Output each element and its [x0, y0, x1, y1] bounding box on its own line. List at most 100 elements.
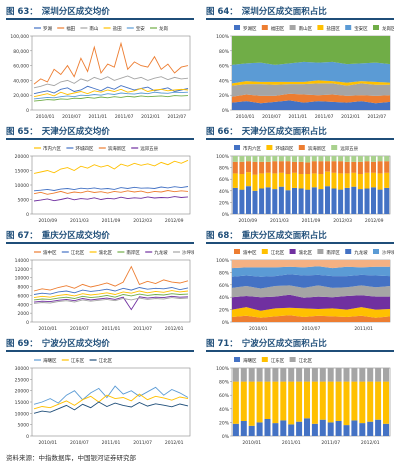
bar-segment	[384, 172, 390, 188]
bar-segment	[335, 368, 342, 382]
legend-label: 福田区	[271, 25, 285, 32]
bar-segment	[375, 381, 382, 420]
bar-segment	[384, 156, 390, 162]
figure-title-68: 图 68： 重庆分区成交面积占比	[206, 231, 327, 241]
x-tick-label: 2010/07	[302, 326, 321, 332]
bar-segment	[252, 161, 258, 175]
x-tick-label: 2012/01	[341, 114, 360, 120]
y-tick-label: 6000	[18, 293, 30, 299]
series-area	[232, 260, 390, 269]
legend-label: 环城四区	[75, 145, 93, 152]
bar-segment	[272, 161, 278, 174]
bar-segment	[311, 173, 317, 188]
legend-label: 南山区	[299, 25, 313, 32]
legend-swatch	[234, 249, 240, 254]
y-tick-label: 0	[26, 108, 29, 114]
bar-segment	[318, 156, 324, 162]
bar-segment	[357, 156, 363, 162]
legend-item: 海曙区	[34, 357, 57, 364]
y-tick-label: 5000	[18, 423, 30, 429]
bar-segment	[327, 422, 334, 436]
x-tick-label: 2012/07	[167, 114, 186, 120]
x-tick-label: 2011/01	[88, 114, 107, 120]
bar-segment	[384, 187, 390, 214]
bar-segment	[264, 381, 271, 419]
bar-segment	[377, 189, 383, 214]
x-tick-label: 2011/09	[302, 218, 321, 224]
chart-svg: 30000 25000 20000 15000 10000 5000 0 2010/01 201…	[15, 357, 191, 446]
y-tick-label: 40%	[219, 407, 230, 413]
chart-svg: 100% 80% 60% 40% 20% 0% 2010/01 2011/01 2011/07 2…	[216, 357, 391, 446]
legend-item: 九龙坡	[345, 249, 368, 256]
chart-svg: 100,000 80,000 60,000 40,000 20,000 0 2010/01 2…	[10, 25, 191, 120]
bar-segment	[240, 381, 247, 421]
y-tick-label: 20%	[219, 308, 230, 314]
x-tick-label: 2010/07	[70, 326, 89, 332]
legend-label: 滨海新区	[308, 145, 326, 152]
y-tick-label: 4000	[18, 302, 30, 308]
bar-segment	[338, 161, 344, 174]
legend-swatch	[345, 25, 352, 30]
legend-item: 宝安区	[345, 25, 368, 32]
bar-segment	[383, 368, 389, 382]
legend-swatch	[317, 25, 324, 30]
bar-segment	[232, 423, 239, 436]
legend-swatch	[261, 25, 268, 30]
plot-frame	[31, 259, 191, 323]
y-tick-label: 40%	[219, 189, 230, 195]
y-tick-label: 2000	[18, 311, 30, 317]
bar-segment	[259, 173, 265, 189]
chart-svg: 100% 80% 60% 40% 20% 0% 2010/09 2011/03 2011/09 2…	[216, 145, 391, 224]
bar-segment	[351, 172, 357, 187]
bar-segment	[375, 419, 382, 436]
bar-segment	[296, 381, 303, 422]
bar-segment	[351, 156, 357, 162]
bar-segment	[278, 186, 284, 214]
y-tick-label: 60,000	[13, 64, 29, 70]
x-tick-label: 2011/07	[321, 440, 340, 446]
figure-title-65: 图 65： 天津分区成交均价	[6, 127, 110, 137]
y-tick-label: 100,000	[10, 34, 29, 40]
chart-panel: 100% 80% 60% 40% 20% 0% 2010/09 2011/03 2011/09 2…	[206, 142, 394, 226]
title-rule	[6, 18, 194, 20]
bar-segment	[288, 381, 295, 425]
bar-segment	[246, 186, 251, 214]
bar-segment	[265, 156, 271, 162]
legend-label: 南岸区	[126, 249, 140, 256]
bar-segment	[367, 368, 374, 382]
y-tick-label: 20000	[15, 154, 29, 160]
bar-segment	[256, 368, 263, 382]
legend-swatch	[289, 25, 296, 30]
bar-segment	[265, 187, 271, 214]
legend-item: 南山	[80, 25, 99, 32]
bar-segment	[278, 172, 284, 187]
x-tick-label: 2011/07	[133, 326, 152, 332]
legend-label: 江北区	[271, 249, 285, 256]
y-tick-label: 0	[26, 212, 29, 218]
legend-item: 江北区	[289, 357, 313, 364]
series-line	[33, 287, 189, 295]
bar-segment	[298, 174, 304, 189]
bar-segment	[344, 156, 350, 162]
y-tick-label: 10000	[15, 183, 29, 189]
bar-segment	[256, 422, 263, 436]
legend-label: 渝北区	[99, 249, 113, 256]
y-tick-label: 60%	[219, 283, 230, 289]
bar-segment	[292, 161, 297, 173]
title-rule	[6, 242, 194, 244]
bar-segment	[311, 381, 318, 424]
bar-segment	[280, 420, 287, 436]
legend-label: 环城四区	[275, 145, 293, 152]
legend-item: 渝中区	[34, 249, 57, 256]
bar-segment	[259, 161, 265, 174]
series-line	[33, 88, 189, 98]
legend-item: 海曙区	[234, 357, 257, 364]
legend-swatch	[261, 357, 268, 362]
y-tick-label: 25000	[15, 377, 29, 383]
y-tick-label: 15000	[15, 400, 29, 406]
x-tick-label: 2011/03	[270, 218, 289, 224]
bar-segment	[248, 381, 255, 426]
title-rule	[206, 18, 394, 20]
legend-label: 渝北区	[299, 249, 313, 256]
source-note: 资料来源：中指数据库，中国银河证券研究部	[6, 454, 136, 462]
